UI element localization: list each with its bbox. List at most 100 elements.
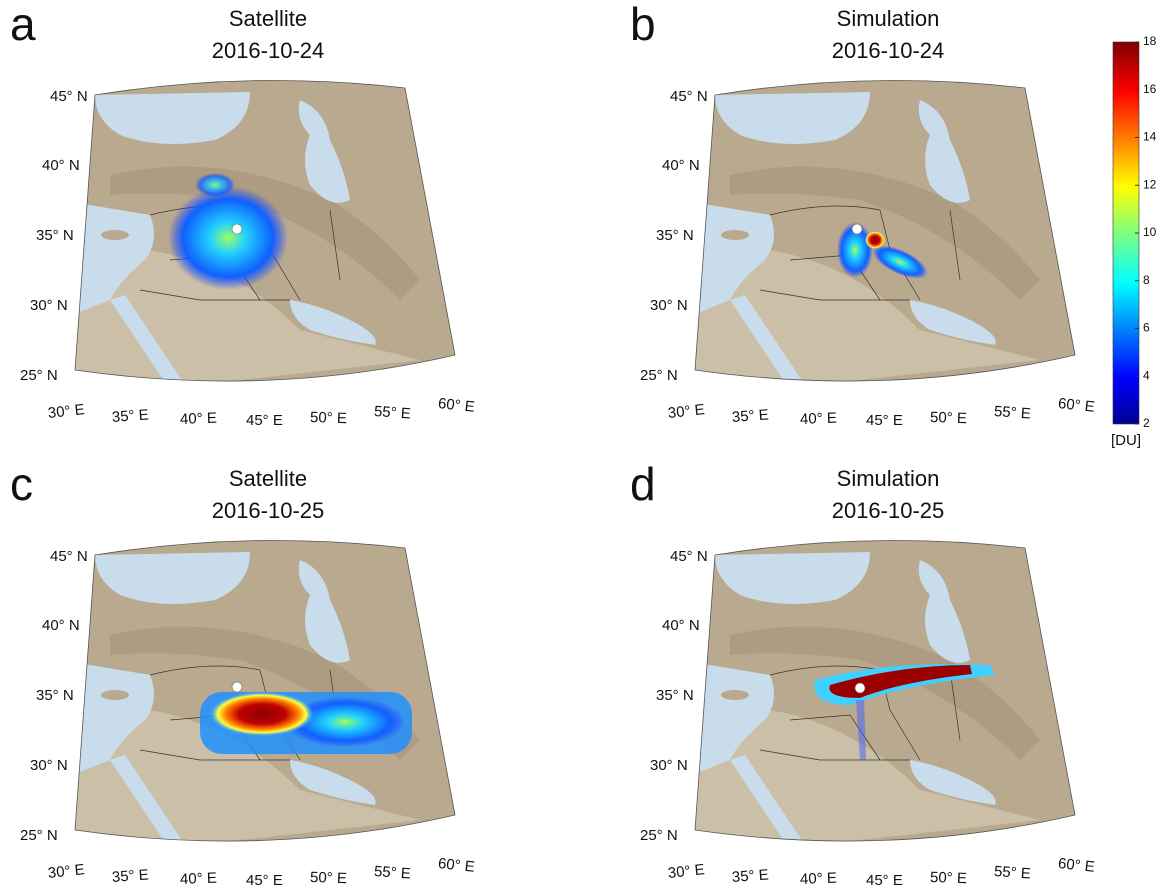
- cyprus: [721, 230, 749, 240]
- lon-label: 35° E: [111, 406, 149, 426]
- desert: [75, 246, 420, 382]
- colorbar-tick-label: 8: [1143, 273, 1150, 287]
- cyprus: [101, 230, 129, 240]
- red-sea: [730, 295, 805, 382]
- red-sea: [730, 755, 805, 842]
- lat-label: 45° N: [50, 88, 88, 105]
- plume-blob: [837, 222, 873, 278]
- lon-label: 35° E: [731, 866, 769, 886]
- lon-label: 40° E: [800, 410, 837, 428]
- lon-label: 50° E: [930, 409, 967, 427]
- colorbar-tick-label: 2: [1143, 416, 1150, 430]
- panel-title: Satellite: [229, 466, 307, 491]
- lon-label: 60° E: [1057, 855, 1095, 876]
- source-marker: [231, 681, 243, 693]
- lat-label: 45° N: [670, 548, 708, 565]
- lat-label: 40° N: [42, 617, 80, 634]
- lat-label: 35° N: [36, 687, 74, 704]
- colorbar-tick-label: 14: [1143, 130, 1157, 144]
- black-sea: [715, 92, 870, 144]
- panel-letter: d: [630, 458, 656, 510]
- plume-core: [829, 665, 972, 698]
- lon-label: 35° E: [731, 406, 769, 426]
- lon-label: 30° E: [47, 861, 85, 882]
- lat-label: 30° N: [30, 757, 68, 774]
- panel-date: 2016-10-24: [832, 38, 945, 63]
- black-sea: [95, 92, 250, 144]
- map: [695, 540, 1075, 842]
- colorbar-tick-label: 4: [1143, 368, 1150, 382]
- panel: b Simulation 2016-10-24 45° N 40° N 35° N 30° …: [630, 0, 1096, 429]
- mountains: [730, 626, 1040, 760]
- colorbar-tick-label: 12: [1143, 177, 1157, 191]
- lon-label: 55° E: [993, 403, 1031, 423]
- panel-letter: b: [630, 0, 656, 50]
- panel-letter: c: [10, 458, 33, 510]
- panel-letter: a: [10, 0, 36, 50]
- colorbar-tick-label: 16: [1143, 82, 1157, 96]
- lon-label: 40° E: [800, 870, 837, 888]
- map: [695, 80, 1075, 382]
- map-frame: [694, 80, 1076, 382]
- lat-label: 25° N: [20, 367, 58, 384]
- cyprus: [721, 690, 749, 700]
- panel: c Satellite 2016-10-25 45° N 40° N 35° N 30° N…: [10, 458, 476, 889]
- plume: [814, 664, 995, 760]
- mountains: [730, 166, 1040, 300]
- panel-date: 2016-10-25: [832, 498, 945, 523]
- lon-label: 35° E: [111, 866, 149, 886]
- lat-label: 35° N: [656, 227, 694, 244]
- persian-gulf: [290, 760, 376, 805]
- plume: [168, 173, 288, 290]
- persian-gulf: [290, 300, 376, 345]
- lat-label: 25° N: [640, 827, 678, 844]
- plume-blob: [168, 186, 288, 290]
- black-sea: [95, 552, 250, 604]
- plume: [200, 692, 412, 754]
- colorbar: [1112, 41, 1140, 425]
- plume-core: [210, 692, 314, 736]
- lat-label: 30° N: [30, 297, 68, 314]
- plume: [837, 222, 928, 279]
- cyprus: [101, 690, 129, 700]
- desert: [75, 706, 420, 842]
- panel-title: Simulation: [837, 6, 940, 31]
- lon-label: 50° E: [310, 869, 347, 887]
- lat-label: 25° N: [20, 827, 58, 844]
- panel-title: Simulation: [837, 466, 940, 491]
- map-frame: [694, 540, 1076, 842]
- caspian: [298, 560, 350, 663]
- panel-title: Satellite: [229, 6, 307, 31]
- panel: a Satellite 2016-10-24 45° N 40° N 35° N 30° N…: [10, 0, 476, 429]
- persian-gulf: [910, 760, 996, 805]
- map-frame: [74, 540, 456, 842]
- panel: d Simulation 2016-10-25 45° N 40° N 35° N 30° …: [630, 458, 1096, 889]
- lon-label: 55° E: [373, 863, 411, 883]
- lat-label: 25° N: [640, 367, 678, 384]
- plume-core: [865, 231, 885, 249]
- lon-label: 45° E: [246, 412, 283, 429]
- source-marker: [851, 223, 863, 235]
- lat-label: 45° N: [50, 548, 88, 565]
- panel-date: 2016-10-25: [212, 498, 325, 523]
- lat-label: 30° N: [650, 297, 688, 314]
- lon-label: 45° E: [866, 872, 903, 889]
- caspian: [918, 560, 970, 663]
- colorbar-tick-label: 10: [1143, 225, 1157, 239]
- lon-label: 55° E: [373, 403, 411, 423]
- lat-label: 40° N: [662, 617, 700, 634]
- lon-label: 40° E: [180, 410, 217, 428]
- colorbar-tick-label: 18: [1143, 34, 1157, 48]
- lat-label: 40° N: [662, 157, 700, 174]
- caspian: [918, 100, 970, 203]
- red-sea: [110, 755, 185, 842]
- plume-blob: [872, 245, 928, 279]
- lon-label: 60° E: [1057, 395, 1095, 416]
- lon-label: 45° E: [246, 872, 283, 889]
- borders: [759, 665, 961, 761]
- map-frame: [74, 80, 456, 382]
- black-sea: [715, 552, 870, 604]
- desert: [695, 706, 1040, 842]
- lat-label: 30° N: [650, 757, 688, 774]
